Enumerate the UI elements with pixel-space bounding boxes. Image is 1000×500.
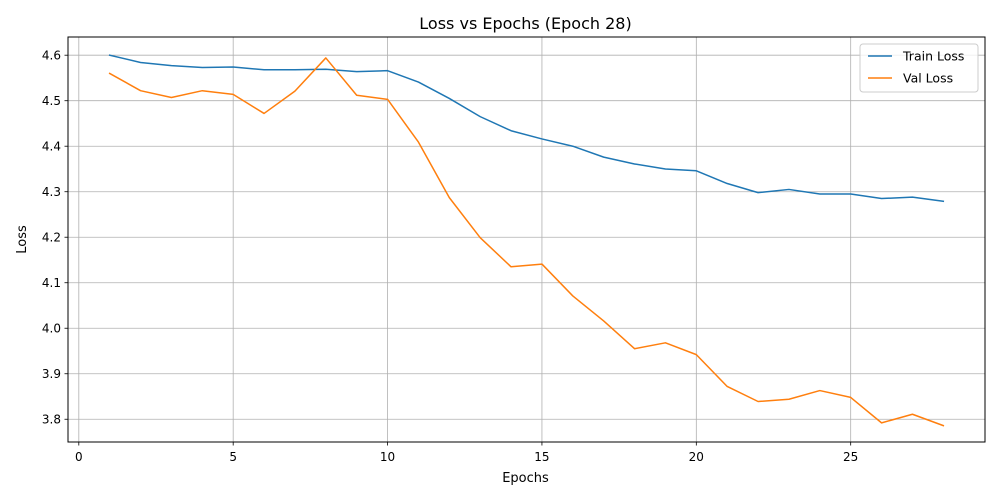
- legend-label-train: Train Loss: [902, 49, 964, 64]
- y-axis-label: Loss: [15, 225, 30, 254]
- plot-frame: [67, 36, 986, 443]
- grid: [68, 37, 985, 442]
- train-loss-line: [108, 54, 945, 203]
- y-tick-label: 3.9: [42, 367, 61, 381]
- x-tick-label: 10: [380, 450, 395, 464]
- y-tick-label: 4.3: [42, 185, 61, 199]
- val-loss-line: [108, 57, 945, 427]
- x-tick-label: 15: [534, 450, 549, 464]
- chart-title: Loss vs Epochs (Epoch 28): [419, 14, 631, 33]
- y-tick-label: 4.6: [42, 49, 61, 63]
- series-lines: [108, 54, 945, 427]
- y-tick-label: 4.4: [42, 140, 61, 154]
- x-axis-label: Epochs: [502, 471, 549, 486]
- y-tick-label: 3.8: [42, 413, 61, 427]
- y-tick-label: 4.2: [42, 231, 61, 245]
- legend: Train Loss Val Loss: [859, 43, 979, 93]
- legend-label-val: Val Loss: [903, 71, 953, 86]
- x-tick-label: 5: [229, 450, 237, 464]
- y-tick-label: 4.5: [42, 94, 61, 108]
- x-tick-label: 25: [843, 450, 858, 464]
- axis-ticks: 0 5 10 15 20 25 3.8 3.9 4.0 4.1 4.2 4.3 4.4 4.5 4.6: [42, 49, 858, 464]
- y-tick-label: 4.1: [42, 276, 61, 290]
- x-tick-label: 20: [689, 450, 704, 464]
- x-tick-label: 0: [75, 450, 83, 464]
- y-tick-label: 4.0: [42, 322, 61, 336]
